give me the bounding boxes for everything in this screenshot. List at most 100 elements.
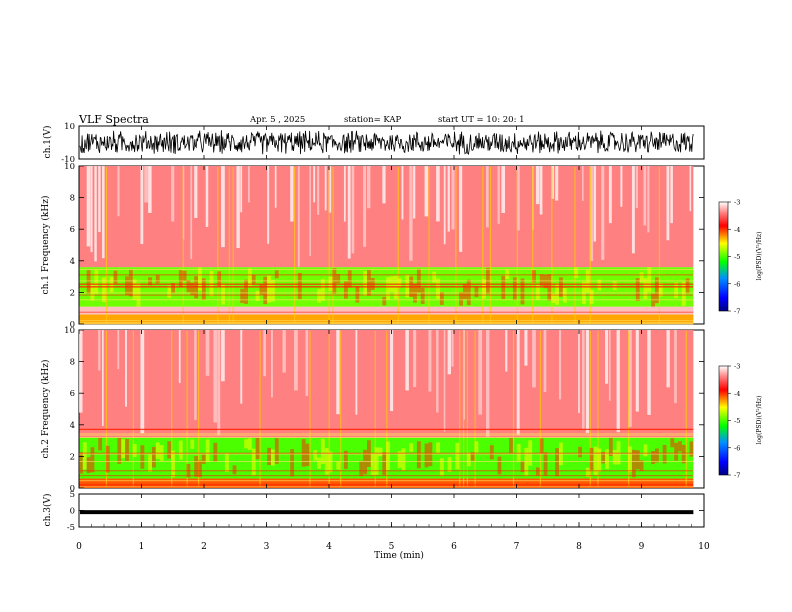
spectrogram-texture (574, 167, 576, 323)
spectrogram-texture (343, 281, 348, 299)
colorbar-tick-label: -5 (734, 253, 740, 261)
spectrogram-texture (244, 279, 248, 304)
spectrogram-band (79, 314, 694, 324)
spectrogram-texture (178, 440, 183, 460)
spectrogram-texture (443, 166, 446, 245)
spectrogram-texture (647, 166, 650, 233)
spectrogram-texture (447, 457, 452, 472)
spectrogram-texture (635, 450, 640, 470)
spectrogram-texture (171, 331, 173, 487)
ytick-label: 10 (64, 122, 75, 132)
spectrogram-texture (597, 279, 602, 291)
spectrogram-texture (605, 330, 609, 384)
spectrogram-texture (532, 167, 534, 323)
ytick-label: 2 (70, 288, 75, 298)
spectrogram-texture (543, 274, 548, 289)
spectrogram-texture (516, 167, 518, 323)
spectrogram-texture (98, 166, 101, 233)
spectrogram-texture (505, 269, 510, 280)
spectrogram-texture (512, 277, 517, 300)
spectrogram-texture (290, 166, 294, 222)
spectrogram-texture (658, 283, 663, 297)
spectrogram-texture (121, 439, 126, 459)
spectrogram-texture (374, 447, 379, 475)
spectrogram-texture (543, 330, 547, 392)
spectrogram-texture (317, 457, 321, 469)
spectrogram-texture (351, 166, 355, 254)
spectrogram-texture (155, 442, 160, 459)
spectrogram-texture (171, 283, 175, 294)
spectrogram-texture (432, 271, 437, 283)
spectrogram-texture (647, 267, 652, 293)
spectrogram-texture (313, 450, 318, 461)
colorbar-tick-label: -6 (734, 444, 740, 452)
spectrogram-texture (685, 331, 687, 487)
spectrogram-texture (86, 457, 91, 474)
colorbar-tick-label: -7 (734, 308, 740, 316)
xtick-label: 2 (201, 542, 207, 552)
ytick-label: 10 (64, 326, 75, 336)
spectrogram-texture (620, 166, 623, 207)
spectrogram-texture (328, 331, 330, 487)
spectrogram-texture (263, 276, 268, 305)
spectrogram-texture (167, 441, 172, 459)
spectrogram-texture (643, 444, 648, 457)
colorbar-tick-label: -3 (734, 363, 740, 371)
ytick-label: 2 (70, 452, 75, 462)
colorbar-tick-label: -4 (734, 226, 740, 234)
spectrogram-texture (117, 330, 120, 370)
ytick-label: 10 (64, 162, 75, 172)
spectrogram-texture (374, 331, 376, 487)
spectrogram-texture (198, 460, 202, 478)
station-label: station= KAP (344, 115, 402, 125)
spectrogram-texture (194, 166, 198, 218)
spectrogram-texture (585, 330, 590, 433)
spectrogram-texture (79, 286, 694, 287)
spectrogram-texture (482, 167, 484, 323)
spectrogram-texture (132, 444, 137, 457)
spectrogram-texture (474, 441, 479, 453)
spectrogram-texture (589, 166, 594, 262)
spectrogram-texture (340, 331, 342, 487)
spectrogram-texture (631, 449, 636, 478)
spectrogram-texture (666, 166, 670, 241)
spectrogram-texture (270, 449, 275, 466)
spectrogram-texture (689, 166, 692, 212)
spectrogram-texture (509, 438, 513, 453)
spectrogram-texture (551, 167, 553, 323)
spectrogram-texture (305, 443, 310, 467)
spectrogram-texture (582, 166, 584, 201)
ytick-label: 6 (70, 389, 75, 399)
spectrogram-texture (270, 330, 273, 398)
spectrogram-texture (359, 460, 364, 477)
spectrogram-texture (382, 296, 387, 306)
spectrogram-texture (439, 291, 444, 305)
spectrogram-texture (605, 449, 609, 469)
spectrogram-texture (674, 442, 679, 461)
spectrogram-texture (217, 271, 222, 287)
spectrogram-texture (413, 166, 416, 219)
spectrogram-texture (589, 290, 594, 304)
ytick-label: 4 (70, 421, 75, 431)
spectrogram-texture (190, 439, 195, 449)
spectrogram-texture (424, 166, 429, 217)
colorbar-tick-label: -5 (734, 417, 740, 425)
spectrogram-texture (401, 166, 404, 220)
spectrogram-texture (79, 286, 694, 288)
spectrogram-texture (82, 442, 87, 470)
spectrogram-texture (470, 452, 475, 461)
colorbar-tick-label: -6 (734, 280, 740, 288)
spectrogram-texture (267, 166, 270, 244)
xtick-label: 10 (698, 542, 710, 552)
spectrogram-texture (259, 331, 261, 487)
spectrogram-texture (635, 278, 640, 301)
spectrogram-texture (105, 445, 110, 473)
spectrogram-texture (186, 331, 188, 487)
spectrogram-texture (670, 438, 675, 448)
spectrogram-texture (79, 269, 694, 270)
spectrogram-texture (382, 452, 387, 476)
spectrogram-texture (355, 286, 360, 303)
spectrogram-texture (366, 166, 371, 209)
spectrogram-texture (397, 167, 399, 323)
spectrogram-texture (79, 284, 694, 285)
